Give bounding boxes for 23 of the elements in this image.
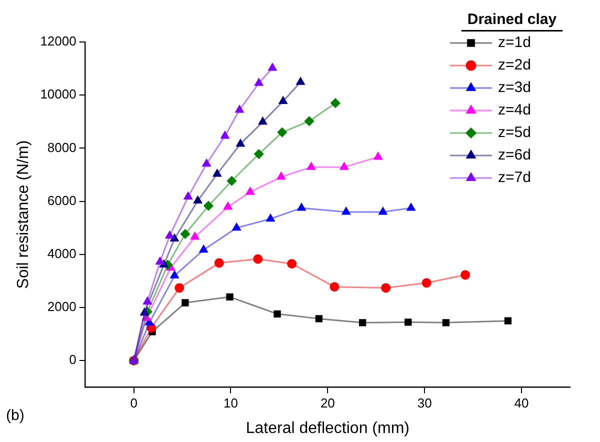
y-tick-label: 10000 bbox=[40, 86, 76, 102]
x-tick-label: 20 bbox=[320, 396, 335, 411]
legend-title: Drained clay bbox=[467, 11, 558, 28]
legend-label: z=3d bbox=[498, 79, 531, 96]
y-tick-label: 8000 bbox=[47, 140, 76, 155]
y-axis-title: Soil resistance (N/m) bbox=[15, 140, 32, 289]
text: (b) bbox=[6, 407, 24, 424]
x-tick-label: 0 bbox=[130, 396, 138, 411]
x-tick-label: 30 bbox=[417, 396, 432, 411]
legend-label: z=2d bbox=[498, 56, 531, 74]
x-axis-title: Lateral deflection (mm) bbox=[246, 420, 410, 437]
legend-label: z=5d bbox=[498, 124, 531, 142]
legend-label: z=4d bbox=[498, 102, 531, 119]
y-tick-label: 12000 bbox=[40, 34, 76, 49]
legend-label: z=7d bbox=[498, 169, 531, 186]
y-tick-label: 4000 bbox=[47, 246, 76, 262]
legend-label: z=1d bbox=[498, 34, 531, 52]
y-tick-label: 2000 bbox=[47, 299, 76, 314]
y-tick-label: 6000 bbox=[47, 192, 76, 208]
x-tick-label: 40 bbox=[514, 396, 529, 411]
legend-label: z=6d bbox=[498, 146, 531, 164]
x-tick-label: 10 bbox=[224, 396, 238, 411]
y-tick-label: 0 bbox=[69, 352, 76, 368]
